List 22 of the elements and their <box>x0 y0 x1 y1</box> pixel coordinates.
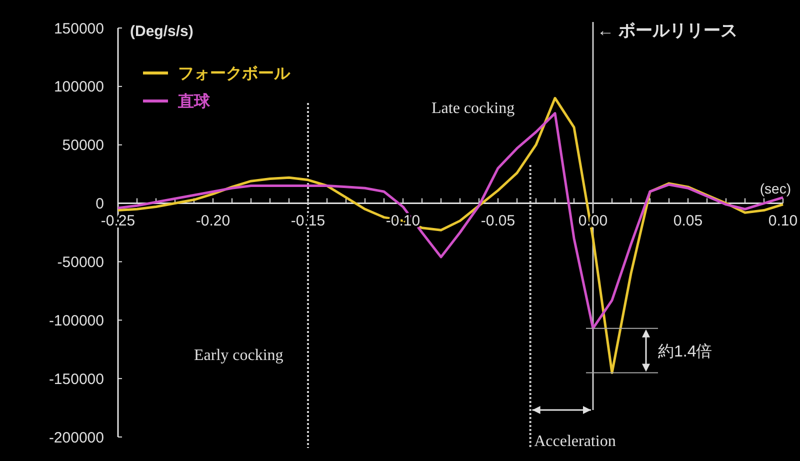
y-tick-label: 50000 <box>62 137 104 154</box>
annotation: 約1.4倍 <box>658 342 712 361</box>
annotation: Acceleration <box>534 433 616 450</box>
ref-line-label: ← ボールリリース <box>597 21 738 40</box>
y-tick-label: -200000 <box>48 429 104 446</box>
y-tick-label: -150000 <box>48 370 104 388</box>
y-tick-label: 0 <box>96 196 104 213</box>
x-tick-label: -0.15 <box>290 212 326 230</box>
annotation: Early cocking <box>194 347 284 364</box>
x-tick-label: 0.10 <box>768 212 798 230</box>
y-axis-title: (Deg/s/s) <box>130 23 194 40</box>
x-tick-label: 0.05 <box>673 212 703 230</box>
y-tick-label: -50000 <box>57 254 104 271</box>
annotation: Late cocking <box>432 100 515 117</box>
legend-label: 直球 <box>177 92 211 111</box>
y-tick-label: 150000 <box>54 20 104 38</box>
y-tick-label: -100000 <box>48 312 104 330</box>
x-axis-title: (sec) <box>760 180 791 196</box>
x-tick-label: -0.20 <box>196 212 230 230</box>
x-tick-label: -0.05 <box>480 212 516 230</box>
legend-label: フォークボール <box>178 64 291 83</box>
y-tick-label: 100000 <box>54 78 104 96</box>
